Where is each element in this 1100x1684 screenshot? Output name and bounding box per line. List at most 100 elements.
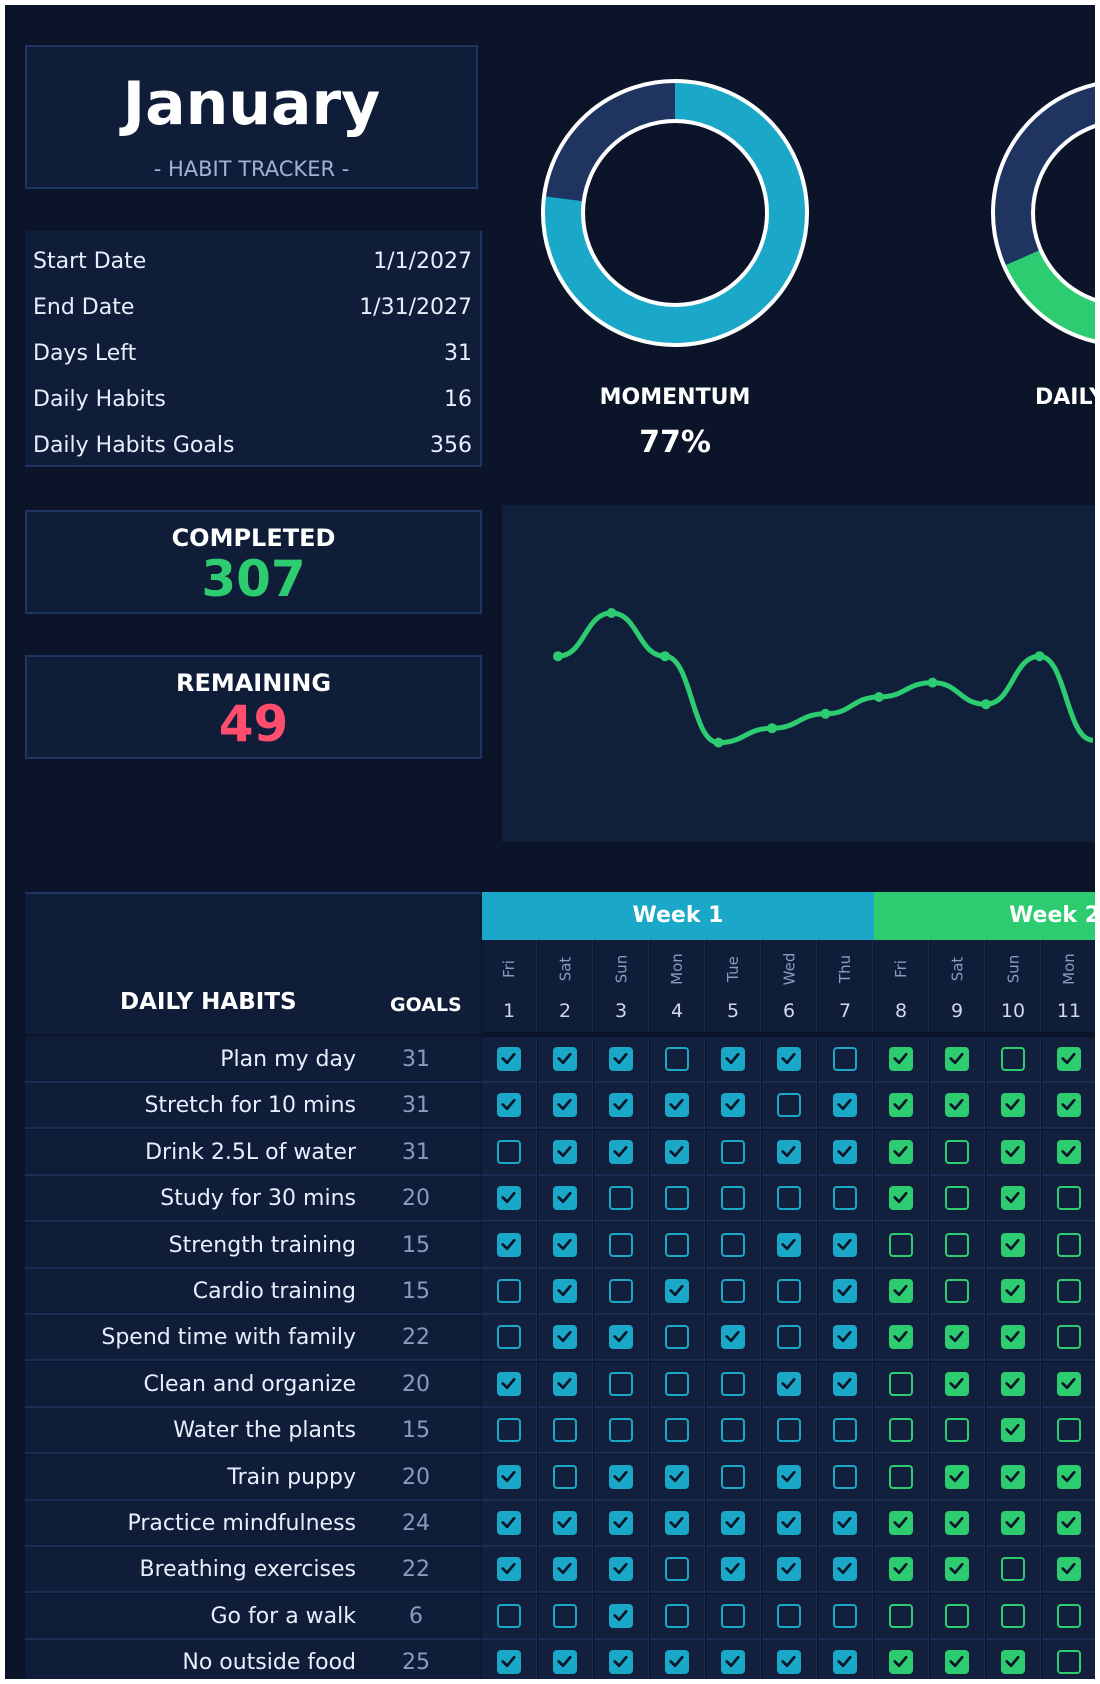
checkbox-checked[interactable] [1057,1093,1081,1118]
checkbox-checked[interactable] [721,1047,745,1071]
checkbox-checked[interactable] [1001,1464,1025,1489]
checkbox-checked[interactable] [1001,1186,1025,1211]
checkbox-unchecked[interactable] [553,1464,577,1489]
checkbox-unchecked[interactable] [665,1371,689,1396]
checkbox-checked[interactable] [721,1325,745,1350]
checkbox-checked[interactable] [945,1557,969,1582]
checkbox-checked[interactable] [609,1093,633,1118]
checkbox-unchecked[interactable] [833,1418,857,1443]
checkbox-checked[interactable] [833,1093,857,1118]
checkbox-checked[interactable] [553,1232,577,1257]
checkbox-unchecked[interactable] [889,1464,913,1489]
checkbox-checked[interactable] [889,1557,913,1582]
checkbox-checked[interactable] [497,1511,521,1535]
checkbox-unchecked[interactable] [497,1603,521,1628]
checkbox-unchecked[interactable] [1057,1603,1081,1628]
checkbox-unchecked[interactable] [721,1371,745,1396]
checkbox-checked[interactable] [1057,1511,1081,1535]
checkbox-unchecked[interactable] [889,1418,913,1443]
checkbox-checked[interactable] [553,1047,577,1071]
checkbox-checked[interactable] [889,1139,913,1164]
checkbox-unchecked[interactable] [945,1186,969,1211]
checkbox-checked[interactable] [553,1511,577,1535]
checkbox-checked[interactable] [889,1279,913,1303]
checkbox-unchecked[interactable] [665,1418,689,1443]
checkbox-unchecked[interactable] [1057,1418,1081,1443]
checkbox-checked[interactable] [665,1650,689,1675]
checkbox-checked[interactable] [1001,1139,1025,1164]
checkbox-checked[interactable] [665,1511,689,1535]
checkbox-unchecked[interactable] [497,1279,521,1303]
checkbox-unchecked[interactable] [609,1232,633,1257]
checkbox-checked[interactable] [609,1464,633,1489]
checkbox-checked[interactable] [945,1047,969,1071]
checkbox-unchecked[interactable] [721,1464,745,1489]
checkbox-checked[interactable] [721,1650,745,1675]
checkbox-unchecked[interactable] [721,1418,745,1443]
checkbox-checked[interactable] [497,1650,521,1675]
checkbox-checked[interactable] [553,1650,577,1675]
checkbox-checked[interactable] [721,1557,745,1582]
checkbox-unchecked[interactable] [1057,1232,1081,1257]
checkbox-checked[interactable] [497,1186,521,1211]
checkbox-checked[interactable] [833,1371,857,1396]
checkbox-unchecked[interactable] [833,1186,857,1211]
checkbox-checked[interactable] [609,1557,633,1582]
checkbox-checked[interactable] [553,1139,577,1164]
checkbox-unchecked[interactable] [777,1325,801,1350]
checkbox-unchecked[interactable] [945,1279,969,1303]
checkbox-unchecked[interactable] [889,1232,913,1257]
checkbox-unchecked[interactable] [889,1603,913,1628]
checkbox-unchecked[interactable] [777,1603,801,1628]
checkbox-checked[interactable] [777,1511,801,1535]
checkbox-checked[interactable] [833,1511,857,1535]
checkbox-unchecked[interactable] [1057,1650,1081,1675]
checkbox-unchecked[interactable] [777,1279,801,1303]
checkbox-unchecked[interactable] [1001,1603,1025,1628]
checkbox-checked[interactable] [833,1279,857,1303]
checkbox-checked[interactable] [665,1464,689,1489]
checkbox-unchecked[interactable] [665,1325,689,1350]
checkbox-checked[interactable] [833,1557,857,1582]
checkbox-unchecked[interactable] [1001,1047,1025,1071]
checkbox-checked[interactable] [889,1511,913,1535]
checkbox-unchecked[interactable] [609,1186,633,1211]
checkbox-checked[interactable] [497,1557,521,1582]
checkbox-checked[interactable] [889,1186,913,1211]
checkbox-checked[interactable] [1001,1279,1025,1303]
checkbox-unchecked[interactable] [1057,1186,1081,1211]
checkbox-unchecked[interactable] [721,1139,745,1164]
checkbox-checked[interactable] [945,1464,969,1489]
checkbox-unchecked[interactable] [1057,1325,1081,1350]
checkbox-checked[interactable] [721,1093,745,1118]
checkbox-checked[interactable] [553,1371,577,1396]
checkbox-unchecked[interactable] [1057,1279,1081,1303]
checkbox-checked[interactable] [945,1325,969,1350]
checkbox-checked[interactable] [777,1371,801,1396]
checkbox-unchecked[interactable] [777,1186,801,1211]
checkbox-checked[interactable] [721,1511,745,1535]
checkbox-checked[interactable] [1057,1047,1081,1071]
checkbox-unchecked[interactable] [1001,1557,1025,1582]
checkbox-checked[interactable] [609,1139,633,1164]
checkbox-checked[interactable] [609,1047,633,1071]
checkbox-unchecked[interactable] [665,1186,689,1211]
checkbox-unchecked[interactable] [777,1418,801,1443]
checkbox-checked[interactable] [1001,1371,1025,1396]
checkbox-checked[interactable] [833,1139,857,1164]
checkbox-unchecked[interactable] [721,1232,745,1257]
checkbox-checked[interactable] [553,1279,577,1303]
checkbox-checked[interactable] [553,1325,577,1350]
checkbox-checked[interactable] [609,1511,633,1535]
checkbox-checked[interactable] [1001,1093,1025,1118]
checkbox-checked[interactable] [665,1093,689,1118]
checkbox-checked[interactable] [665,1279,689,1303]
checkbox-checked[interactable] [553,1093,577,1118]
checkbox-unchecked[interactable] [945,1418,969,1443]
checkbox-checked[interactable] [833,1232,857,1257]
checkbox-checked[interactable] [497,1464,521,1489]
checkbox-unchecked[interactable] [721,1603,745,1628]
checkbox-unchecked[interactable] [721,1186,745,1211]
checkbox-checked[interactable] [945,1371,969,1396]
checkbox-unchecked[interactable] [609,1279,633,1303]
